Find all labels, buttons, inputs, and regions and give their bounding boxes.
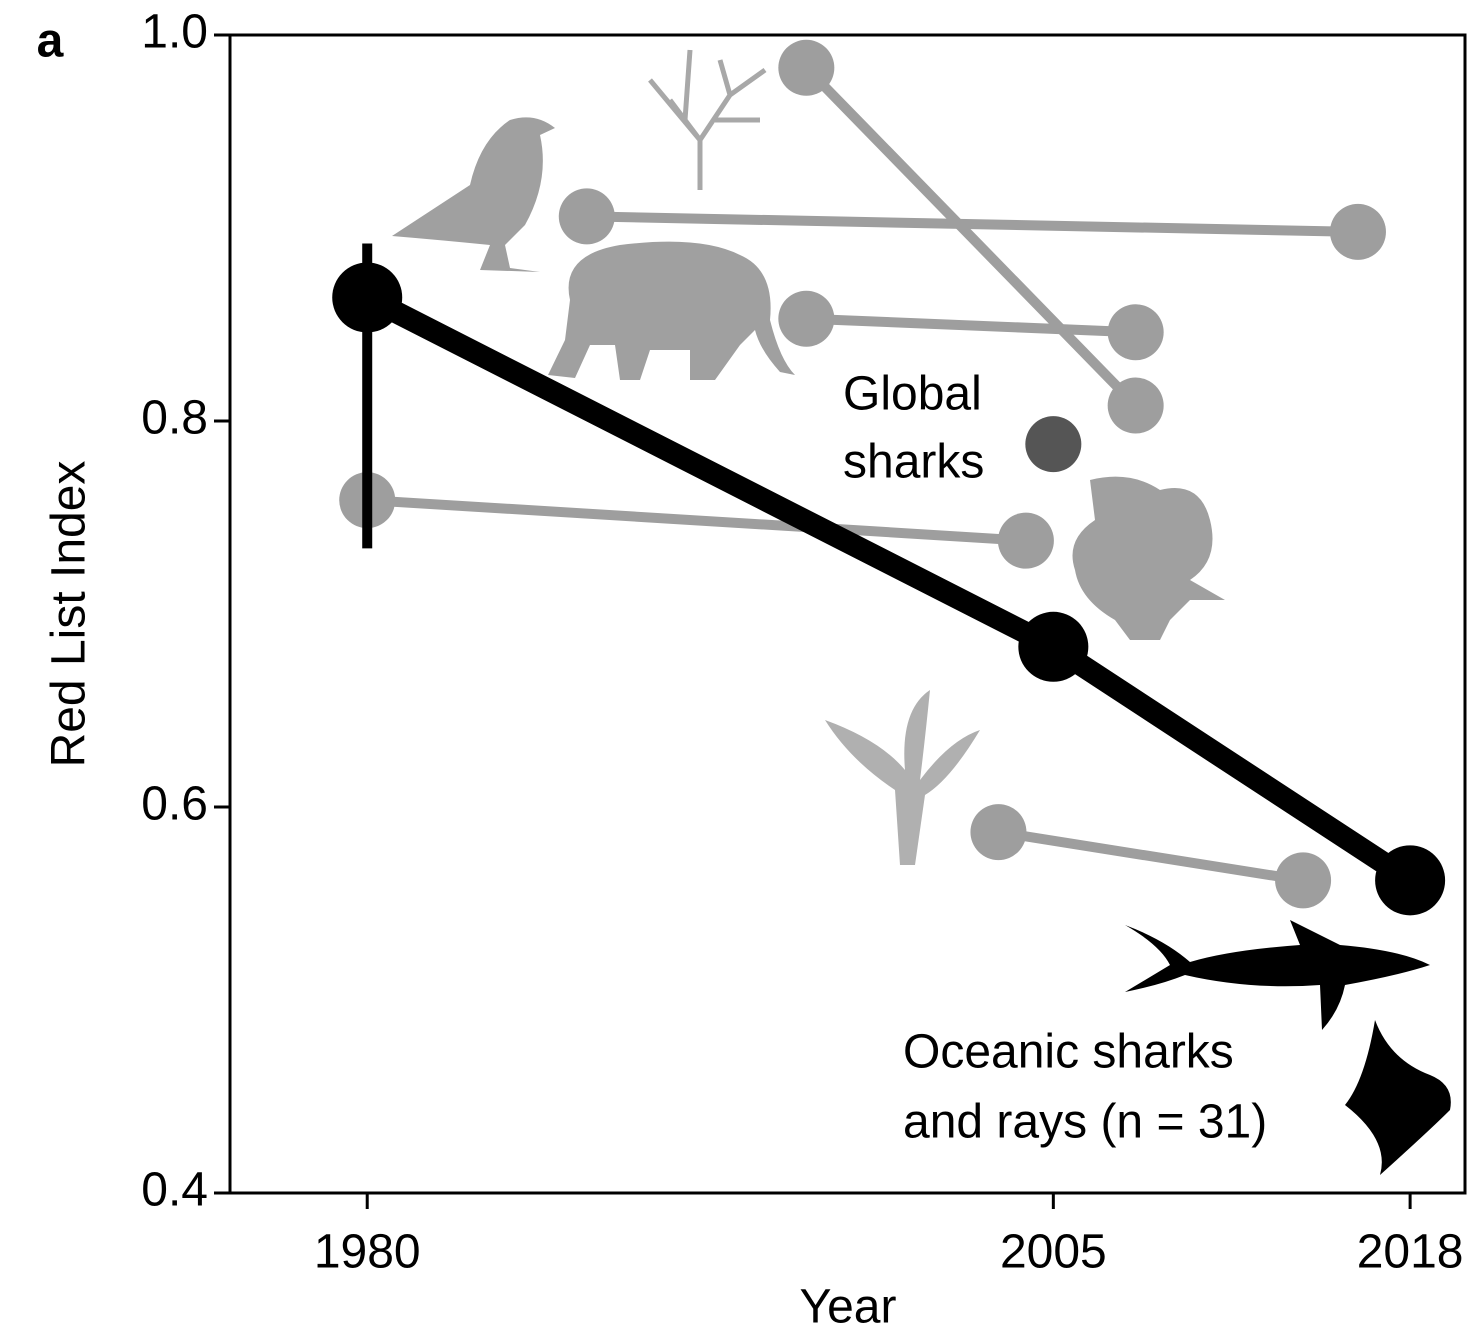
- ray-icon: [1345, 1020, 1451, 1175]
- point: [1375, 845, 1446, 916]
- point: [778, 290, 835, 347]
- point: [1107, 304, 1164, 361]
- frog-icon: [1072, 476, 1225, 640]
- cycad-icon: [825, 690, 980, 865]
- coral-icon: [648, 49, 767, 190]
- y-tick-label: 0.8: [141, 392, 208, 445]
- plot-frame: [228, 33, 1467, 1195]
- series-line: [997, 827, 1304, 886]
- x-tick-label: 2018: [1357, 1226, 1464, 1279]
- x-tick-label: 1980: [314, 1226, 421, 1279]
- shark-icon: [1125, 920, 1430, 1030]
- point: [1275, 852, 1332, 909]
- point: [1107, 377, 1164, 434]
- annotation: sharks: [843, 436, 984, 489]
- x-axis-label: Year: [800, 1281, 897, 1334]
- point: [332, 262, 403, 333]
- point: [778, 39, 835, 96]
- panel-label: a: [37, 15, 64, 68]
- y-tick-label: 0.6: [141, 778, 208, 831]
- point: [1329, 203, 1386, 260]
- series-line: [802, 64, 1140, 410]
- elephant-icon: [548, 241, 795, 380]
- point: [1025, 416, 1082, 473]
- annotation: Global: [843, 368, 982, 421]
- point: [970, 804, 1027, 861]
- series-line: [366, 495, 1027, 546]
- silhouettes: [392, 49, 1451, 1175]
- point: [1018, 611, 1089, 682]
- x-tick-label: 2005: [1000, 1226, 1107, 1279]
- point: [558, 188, 615, 245]
- point: [997, 512, 1054, 569]
- y-tick-label: 1.0: [141, 6, 208, 59]
- y-tick-label: 0.4: [141, 1164, 208, 1217]
- bird-icon: [392, 117, 555, 272]
- series-line: [586, 211, 1359, 237]
- annotation: and rays (n = 31): [903, 1096, 1267, 1149]
- y-axis-label: Red List Index: [43, 461, 96, 768]
- series-line: [806, 313, 1136, 338]
- annotation: Oceanic sharks: [903, 1026, 1234, 1079]
